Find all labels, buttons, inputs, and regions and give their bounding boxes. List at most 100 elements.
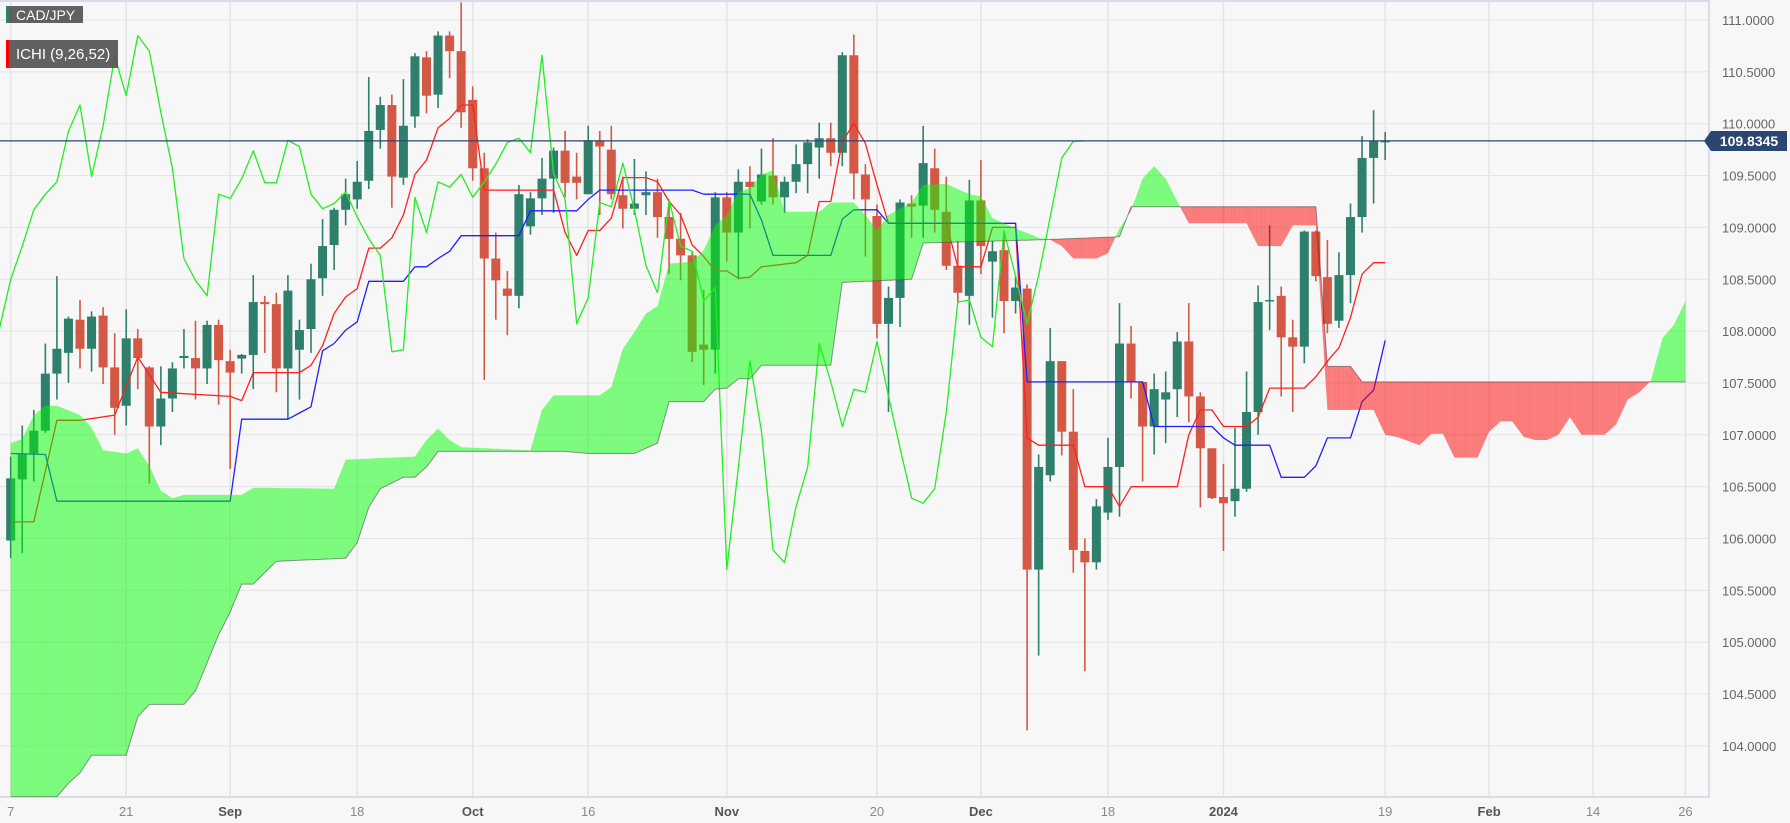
cloud-segment-bullish <box>189 494 193 698</box>
cloud-segment-bullish <box>464 447 467 452</box>
indicator-label[interactable]: ICHI (9,26,52) <box>6 40 119 68</box>
candle-down <box>1184 341 1194 397</box>
cloud-segment-bullish <box>414 452 418 478</box>
cloud-segment-bearish <box>1399 381 1403 439</box>
candle-up <box>375 105 385 130</box>
cloud-segment-bullish <box>677 262 681 402</box>
candle-down <box>595 140 605 147</box>
cloud-segment-bullish <box>709 231 713 396</box>
cloud-segment-bullish <box>605 389 609 454</box>
cloud-segment-bullish <box>697 253 701 402</box>
candle-up <box>1230 488 1240 502</box>
cloud-segment-bullish <box>42 405 46 797</box>
cloud-segment-bullish <box>71 411 75 781</box>
candle-up <box>398 125 408 178</box>
cloud-segment-bullish <box>568 395 571 452</box>
cloud-segment-bullish <box>923 184 926 243</box>
cloud-segment-bullish <box>293 488 297 561</box>
candle-up <box>52 348 62 374</box>
cloud-segment-bearish <box>1105 237 1108 255</box>
cloud-segment-bearish <box>1535 381 1539 440</box>
cloud-segment-bearish <box>1529 381 1533 440</box>
cloud-segment-bearish <box>1445 381 1449 446</box>
cloud-segment-bullish <box>380 458 384 489</box>
price-tick-label: 108.0000 <box>1722 324 1776 339</box>
cloud-segment-bullish <box>45 405 49 797</box>
cloud-segment-bearish <box>1287 206 1290 236</box>
cloud-segment-bullish <box>412 456 415 478</box>
cloud-segment-bullish <box>443 434 447 452</box>
cloud-segment-bearish <box>1209 206 1212 224</box>
cloud-segment-bearish <box>1275 206 1279 247</box>
cloud-segment-bearish <box>1096 237 1100 259</box>
price-axis[interactable]: 111.0000 110.5000 110.0000 109.5000 109.0000… <box>1722 13 1776 754</box>
cloud-segment-bullish <box>995 219 999 241</box>
cloud-segment-bearish <box>1220 206 1224 224</box>
cloud-segment-bearish <box>1064 238 1068 253</box>
cloud-segment-bullish <box>507 449 511 452</box>
price-tick-label: 107.0000 <box>1722 428 1776 443</box>
cloud-segment-bearish <box>1437 381 1440 434</box>
candle-up <box>329 209 339 246</box>
cloud-segment-bullish <box>969 194 973 242</box>
cloud-segment-bullish <box>787 211 791 366</box>
candle-down <box>653 192 662 218</box>
cloud-segment-bearish <box>1538 381 1542 440</box>
cloud-segment-bearish <box>1087 237 1091 259</box>
cloud-segment-bearish <box>1581 381 1585 435</box>
cloud-segment-bearish <box>1544 381 1547 440</box>
cloud-segment-bullish <box>723 215 727 389</box>
cloud-segment-bearish <box>1324 326 1328 410</box>
symbol-label[interactable]: CAD/JPY <box>6 6 84 23</box>
candle-up <box>1380 140 1390 143</box>
cloud-segment-bearish <box>1523 381 1527 438</box>
candle-up <box>837 55 847 153</box>
cloud-segment-bearish <box>1082 238 1085 259</box>
cloud-segment-bullish <box>957 189 961 242</box>
cloud-segment-bearish <box>1526 381 1530 439</box>
cloud-segment-bearish <box>1356 374 1360 410</box>
cloud-segment-bullish <box>204 494 208 670</box>
date-tick-label: Nov <box>715 804 740 819</box>
candle-down <box>1276 295 1286 338</box>
cloud-segment-bearish <box>1604 381 1608 435</box>
cloud-segment-bearish <box>1382 381 1386 435</box>
cloud-segment-bullish <box>498 448 502 452</box>
cloud-segment-bullish <box>172 497 176 705</box>
cloud-segment-bearish <box>1102 237 1106 256</box>
cloud-segment-bearish <box>1350 366 1354 410</box>
cloud-segment-bullish <box>758 174 762 369</box>
cloud-segment-bullish <box>129 450 132 746</box>
cloud-segment-bearish <box>1396 381 1400 438</box>
cloud-segment-bearish <box>1367 381 1371 410</box>
cloud-segment-bearish <box>1584 381 1588 435</box>
cloud-segment-bullish <box>825 204 828 366</box>
candle-up <box>1161 392 1171 400</box>
cloud-segment-bullish <box>149 465 153 705</box>
cloud-segment-bullish <box>983 201 987 242</box>
cloud-segment-bearish <box>1307 206 1311 226</box>
price-tick-label: 108.5000 <box>1722 272 1776 287</box>
candle-down <box>860 174 870 200</box>
cloud-segment-bullish <box>319 488 323 560</box>
symbol-color-marker <box>6 6 9 23</box>
cloud-segment-bearish <box>1630 381 1634 398</box>
cloud-segment-bullish <box>103 450 106 756</box>
cloud-segment-bullish <box>209 494 213 656</box>
cloud-segment-bullish <box>287 488 291 561</box>
cloud-segment-bullish <box>972 194 976 242</box>
cloud-segment-bullish <box>888 213 892 281</box>
cloud-segment-bullish <box>302 488 306 561</box>
cloud-segment-bearish <box>1240 206 1244 224</box>
cloud-segment-bullish <box>250 487 254 585</box>
candle-down <box>1288 337 1298 347</box>
price-tick-label: 107.5000 <box>1722 376 1776 391</box>
cloud-segment-bearish <box>1616 381 1619 425</box>
cloud-segment-bearish <box>1252 206 1256 241</box>
time-axis[interactable]: 7 21 Sep 18 Oct 16 Nov 20 Dec 18 2024 19 Feb 14 26 <box>7 804 1693 819</box>
candle-up <box>1299 231 1309 347</box>
cloud-segment-bullish <box>244 491 248 585</box>
cloud-segment-bearish <box>1284 206 1287 241</box>
cloud-segment-bullish <box>666 263 670 412</box>
cloud-segment-bearish <box>1295 206 1299 226</box>
